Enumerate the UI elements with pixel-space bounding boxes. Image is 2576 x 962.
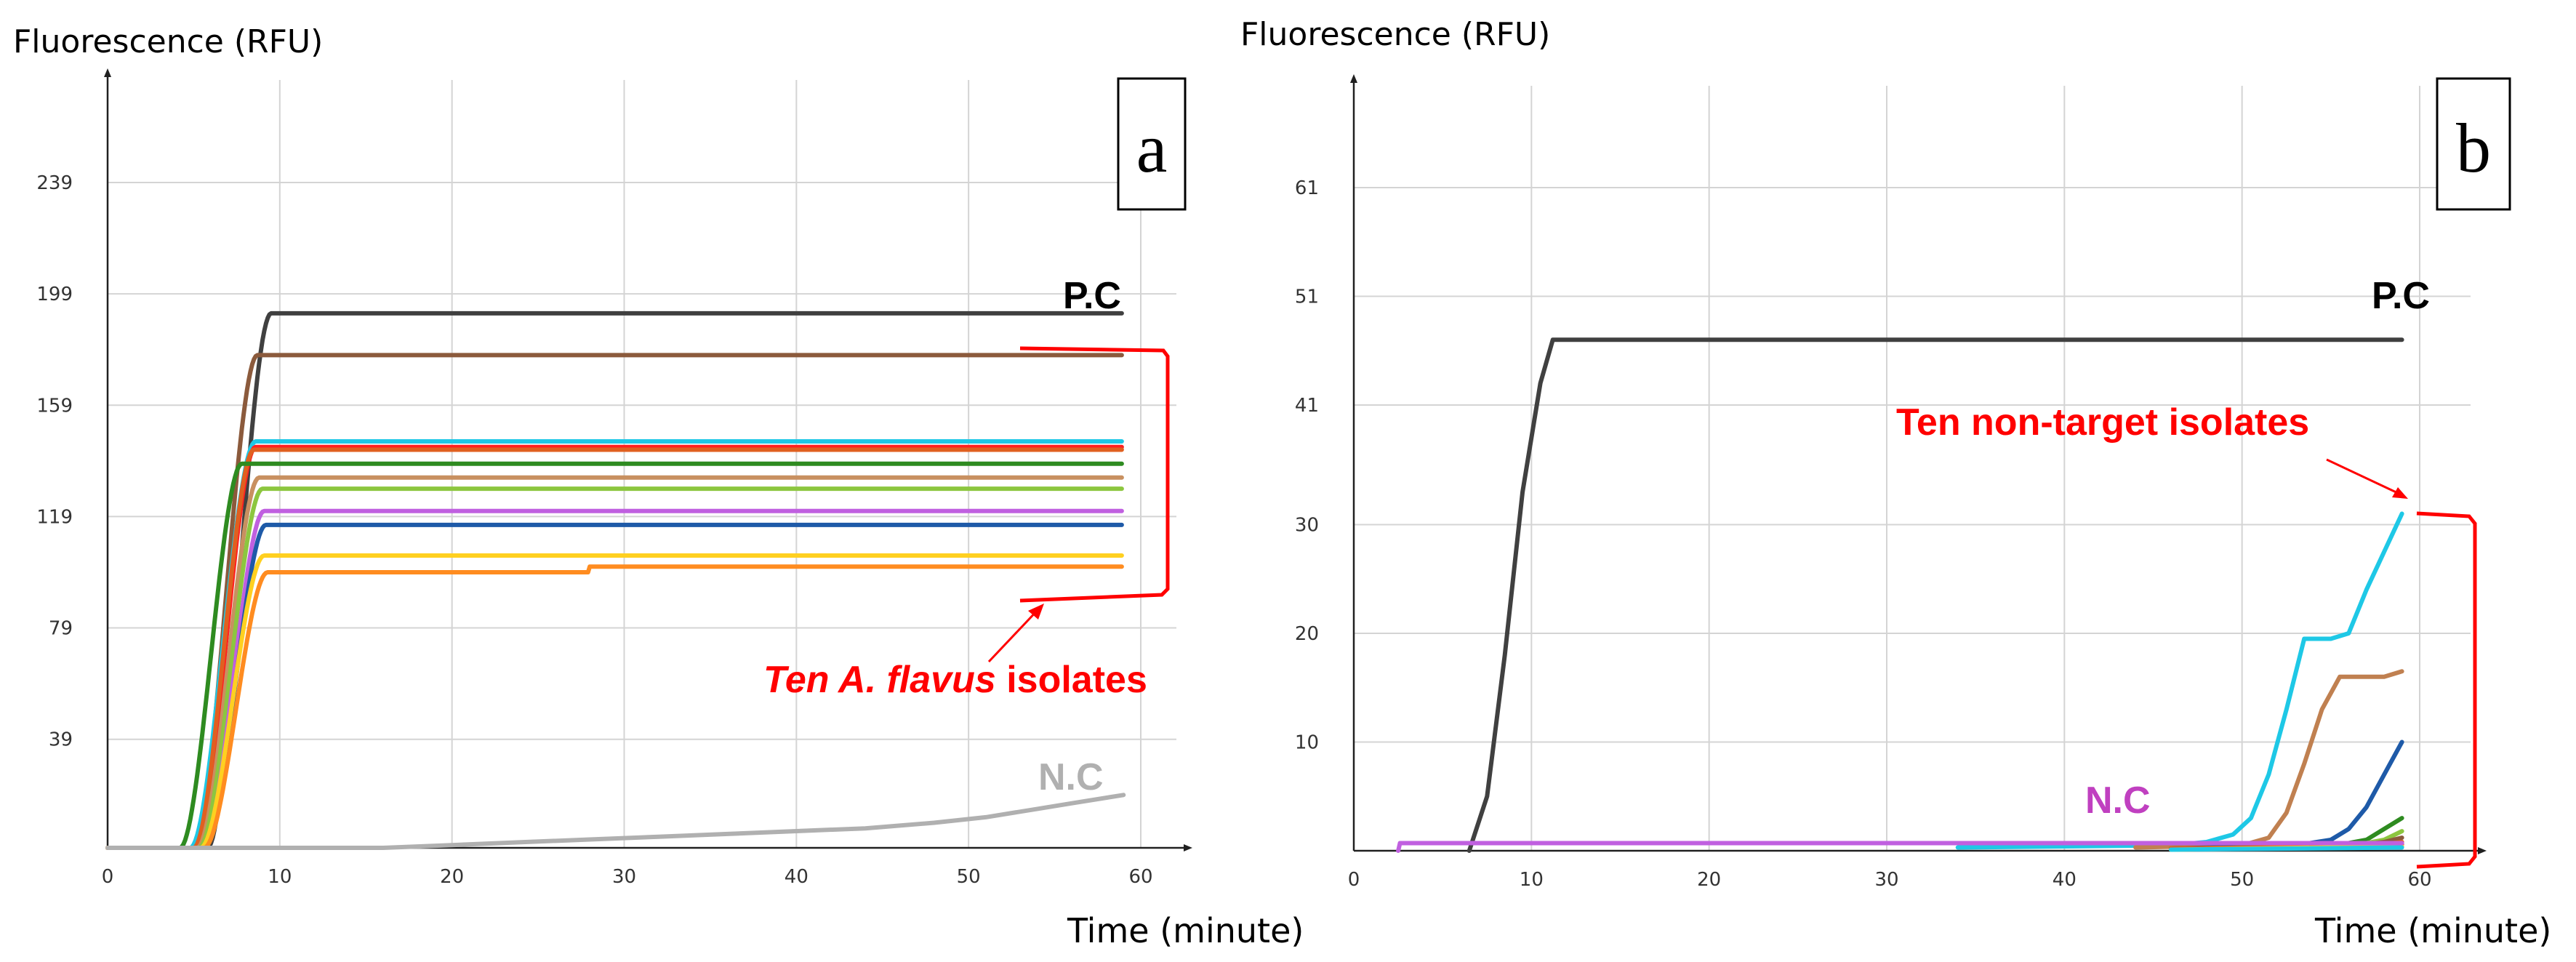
x-axis-arrow	[1184, 844, 1192, 851]
panel-a: 0 10 20 30 40 50 60 39 79 119 159 199 239 Fluorescenc…	[13, 23, 1304, 950]
y-tick-label: 199	[36, 284, 73, 305]
panel-label: a	[1136, 109, 1168, 187]
y-axis-arrow	[104, 68, 111, 77]
y-axis-arrow	[1350, 74, 1357, 83]
x-tick-label: 10	[1520, 869, 1544, 891]
nc-label: N.C	[1038, 756, 1104, 798]
series-line-2	[105, 353, 1124, 850]
x-axis-label: Time (minute)	[1067, 911, 1304, 950]
y-tick-label: 159	[36, 395, 73, 417]
isolates-label: Ten A. flavus isolates	[763, 659, 1147, 701]
panel-b: 0 10 20 30 40 50 60 10 20 30 41 51 61 Fluorescence (R…	[1240, 16, 2551, 950]
y-tick-label: 239	[36, 172, 73, 194]
series-line-11	[2168, 845, 2404, 852]
series-line-pc	[105, 310, 1124, 850]
x-tick-label: 40	[785, 866, 808, 888]
series-line-4	[2168, 739, 2404, 851]
x-tick-label: 50	[2230, 869, 2254, 891]
series-line-3	[105, 439, 1124, 850]
isolates-arrowhead	[2392, 487, 2408, 499]
isolates-arrow	[987, 606, 1041, 663]
isolates-bracket	[1019, 346, 1170, 603]
pc-label: P.C	[2372, 275, 2430, 317]
y-tick-label: 119	[36, 506, 73, 528]
y-axis-label: Fluorescence (RFU)	[13, 23, 323, 60]
x-tick-label: 40	[2053, 869, 2077, 891]
y-tick-label: 79	[49, 618, 73, 640]
series-line-7	[105, 475, 1124, 850]
series-line-4	[105, 444, 1124, 850]
y-tick-label: 51	[1295, 286, 1319, 308]
x-tick-label: 0	[1348, 869, 1360, 891]
x-tick-label: 0	[102, 866, 114, 888]
series-group	[1396, 337, 2404, 853]
panel-label-box	[2436, 77, 2511, 211]
panel-label: b	[2456, 109, 2491, 187]
x-tick-label: 30	[1874, 869, 1898, 891]
y-axis-label: Fluorescence (RFU)	[1240, 16, 1550, 53]
series-line-11	[105, 553, 1124, 850]
x-tick-label: 20	[1697, 869, 1721, 891]
y-tick-label: 30	[1295, 514, 1319, 536]
nc-label: N.C	[2085, 779, 2151, 822]
series-group	[105, 310, 1126, 850]
y-tick-label: 39	[49, 729, 73, 751]
series-line-9	[105, 508, 1124, 850]
isolates-label-italic: Ten A. flavus	[763, 659, 996, 701]
x-axis-label: Time (minute)	[2314, 911, 2551, 950]
x-axis-arrow	[2478, 847, 2487, 854]
series-line-3	[2133, 669, 2404, 850]
x-tick-label: 10	[268, 866, 292, 888]
panel-label-box	[1117, 77, 1187, 211]
series-line-12	[105, 564, 1124, 850]
series-line-8	[105, 486, 1124, 850]
x-tick-label: 50	[957, 866, 981, 888]
series-line-nc	[105, 793, 1126, 850]
y-tick-label: 41	[1295, 395, 1319, 417]
isolates-bracket	[2416, 511, 2477, 869]
isolates-arrowhead	[1028, 604, 1044, 620]
series-line-nc	[1396, 841, 2404, 853]
x-tick-label: 60	[2407, 869, 2431, 891]
series-line-5	[105, 447, 1124, 850]
isolates-label: Ten non-target isolates	[1896, 401, 2309, 444]
y-tick-label: 20	[1295, 623, 1319, 645]
isolates-label-rest: isolates	[996, 659, 1147, 701]
x-tick-label: 30	[612, 866, 636, 888]
isolates-arrow	[2326, 458, 2402, 496]
y-tick-label: 61	[1295, 177, 1319, 199]
x-tick-label: 20	[440, 866, 464, 888]
pc-label: P.C	[1063, 275, 1121, 317]
y-tick-label: 10	[1295, 731, 1319, 753]
series-line-pc	[1466, 337, 2404, 853]
series-line-6	[105, 461, 1124, 850]
series-line-10	[105, 522, 1124, 850]
x-tick-label: 60	[1128, 866, 1152, 888]
